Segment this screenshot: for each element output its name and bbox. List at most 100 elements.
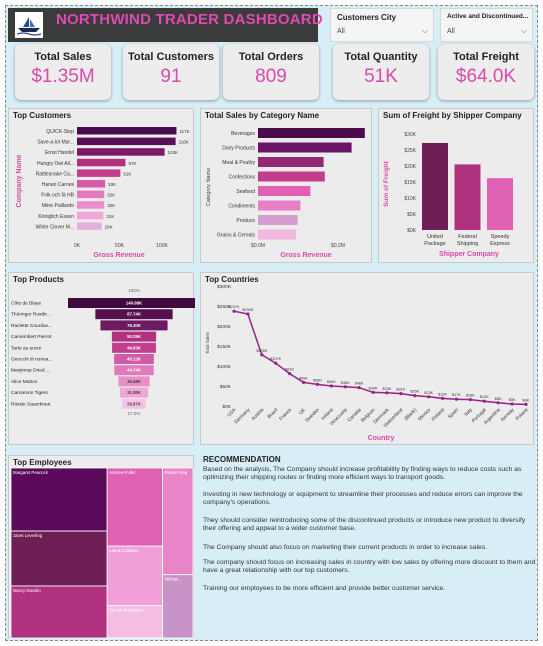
customer-name-label: Königlich Essen bbox=[38, 214, 74, 220]
y-tick-label: $250K bbox=[217, 304, 232, 310]
product-bar bbox=[95, 309, 173, 320]
chevron-down-icon[interactable]: ⌵ bbox=[520, 26, 527, 35]
y-axis-title: Sum of Freight bbox=[383, 160, 390, 207]
country-data-point bbox=[496, 401, 500, 405]
panel-title: Sum of Freight by Shipper Company bbox=[383, 111, 522, 120]
shipper-name-label: Speedy bbox=[491, 234, 510, 240]
customer-bar bbox=[77, 169, 121, 177]
product-bar bbox=[118, 376, 150, 387]
country-value-label: $81K bbox=[285, 368, 294, 372]
y-tick-label: $5K bbox=[407, 212, 417, 218]
kpi-value: $1.35M bbox=[31, 66, 95, 87]
customer-value-label: 32K bbox=[107, 203, 115, 208]
y-tick-label: $200K bbox=[217, 324, 232, 330]
product-value-label: 26.87K bbox=[127, 401, 142, 406]
y-tick-label: $25K bbox=[404, 148, 416, 154]
country-value-label: $48K bbox=[341, 381, 350, 385]
kpi-label: Total Freight bbox=[453, 51, 519, 63]
x-tick-label: $0.2M bbox=[331, 243, 345, 249]
top-countries-panel: Top Countries $0K $50K $100K $150K $200K $250… bbox=[200, 272, 534, 445]
product-name-label: Côte de Blaye bbox=[11, 301, 41, 307]
recommendation-paragraph: The company should focus on increasing s… bbox=[203, 559, 536, 575]
northwind-ship-logo-icon bbox=[15, 12, 43, 38]
product-value-label: 76.30K bbox=[127, 323, 142, 328]
chevron-down-icon[interactable]: ⌵ bbox=[421, 26, 428, 35]
country-data-point bbox=[468, 398, 472, 402]
shipper-name-label: Package bbox=[424, 241, 445, 247]
product-bar bbox=[112, 342, 156, 353]
customer-value-label: 57K bbox=[128, 161, 136, 166]
recommendation-paragraph: The Company should also focus on marketi… bbox=[203, 544, 488, 551]
dashboard-title: NORTHWIND TRADER DASHBOARD bbox=[56, 11, 323, 28]
category-bar bbox=[258, 186, 311, 196]
country-value-label: $33K bbox=[383, 387, 392, 391]
funnel-bottom-percent: 17.5% bbox=[128, 411, 141, 416]
product-name-label: Thüringer Rostbr... bbox=[11, 312, 51, 318]
country-data-point bbox=[413, 394, 417, 398]
employee-name-label: Margaret Peacock bbox=[13, 470, 49, 475]
country-value-label: $5K bbox=[509, 398, 516, 402]
customer-name-label: White Clover M... bbox=[36, 224, 74, 230]
customer-bar bbox=[77, 190, 105, 199]
category-bar bbox=[258, 200, 301, 211]
sales-by-category-panel: Total Sales by Category Name Beverages Da… bbox=[200, 108, 372, 263]
x-axis-title: Shipper Company bbox=[439, 251, 499, 258]
y-axis-title: Total Sales bbox=[205, 331, 210, 354]
country-tick-label: Norway bbox=[500, 407, 516, 423]
customer-bar bbox=[77, 158, 126, 167]
category-name-label: Meat & Poultry bbox=[222, 160, 255, 166]
product-name-label: Tarte au sucre bbox=[11, 345, 42, 351]
employee-tile bbox=[10, 585, 108, 639]
category-name-label: Seafood bbox=[236, 189, 255, 195]
customer-name-label: Mère Paillarde bbox=[42, 203, 74, 209]
shipper-bar bbox=[487, 178, 513, 230]
category-bar bbox=[258, 229, 296, 240]
employee-name-label: Nancy Davolio bbox=[13, 588, 41, 593]
kpi-label: Total Sales bbox=[34, 51, 92, 63]
title-bar bbox=[8, 8, 318, 42]
country-tick-label: (Blank) bbox=[403, 407, 418, 422]
country-data-point bbox=[274, 361, 278, 365]
recommendation-paragraph: Investing in new technology or equipment… bbox=[203, 491, 523, 507]
top-countries-chart: $0K $50K $100K $150K $200K $250K $300K $237K USA… bbox=[205, 284, 530, 442]
country-tick-label: Poland bbox=[515, 407, 530, 422]
product-bar bbox=[122, 398, 146, 409]
customers-city-slicer[interactable]: Customers City All ⌵ bbox=[330, 8, 434, 42]
product-name-label: Raclette Courdav... bbox=[11, 323, 52, 329]
shipper-name-label: Express bbox=[490, 241, 510, 247]
x-tick-label: 0K bbox=[74, 243, 81, 249]
product-bar bbox=[68, 298, 195, 308]
country-value-label: $23K bbox=[424, 391, 433, 395]
product-name-label: Manjimup Dried ... bbox=[11, 368, 50, 374]
kpi-label: Total Quantity bbox=[344, 51, 418, 63]
category-name-label: Beverages bbox=[231, 131, 255, 137]
y-tick-label: $0K bbox=[407, 228, 417, 234]
country-data-point bbox=[440, 396, 445, 400]
customer-bar bbox=[77, 148, 165, 156]
kpi-label: Total Orders bbox=[238, 51, 304, 63]
country-data-point bbox=[288, 372, 292, 376]
country-value-label: $46K bbox=[355, 382, 364, 386]
employee-tile bbox=[106, 605, 164, 639]
country-data-point bbox=[454, 397, 459, 401]
product-bar bbox=[114, 354, 154, 364]
category-bar bbox=[258, 128, 365, 138]
product-bar bbox=[100, 320, 168, 331]
top-products-panel: Top Products 100% Côte de Blaye 149.98K Thü… bbox=[8, 272, 195, 445]
y-tick-label: $10K bbox=[404, 196, 416, 202]
panel-title: Top Customers bbox=[13, 111, 72, 120]
y-tick-label: $100K bbox=[217, 364, 232, 370]
country-value-label: $34K bbox=[369, 386, 378, 390]
top-products-funnel: 100% Côte de Blaye 149.98K Thüringer Rostbr… bbox=[11, 288, 195, 416]
active-discontinued-slicer[interactable]: Active and Discontinued... All ⌵ bbox=[440, 8, 533, 42]
country-value-label: $59K bbox=[299, 376, 308, 380]
x-tick-label: $0.0M bbox=[251, 243, 265, 249]
country-tick-label: France bbox=[278, 407, 293, 422]
country-data-point bbox=[246, 312, 250, 316]
country-tick-label: Italy bbox=[463, 407, 474, 418]
country-value-label: $16K bbox=[466, 394, 475, 398]
country-tick-label: Brazil bbox=[266, 407, 279, 420]
customer-name-label: Hungry Owl All... bbox=[37, 161, 74, 167]
country-value-label: $230K bbox=[242, 308, 253, 312]
employee-name-label: Steven Buchanan bbox=[109, 608, 144, 613]
